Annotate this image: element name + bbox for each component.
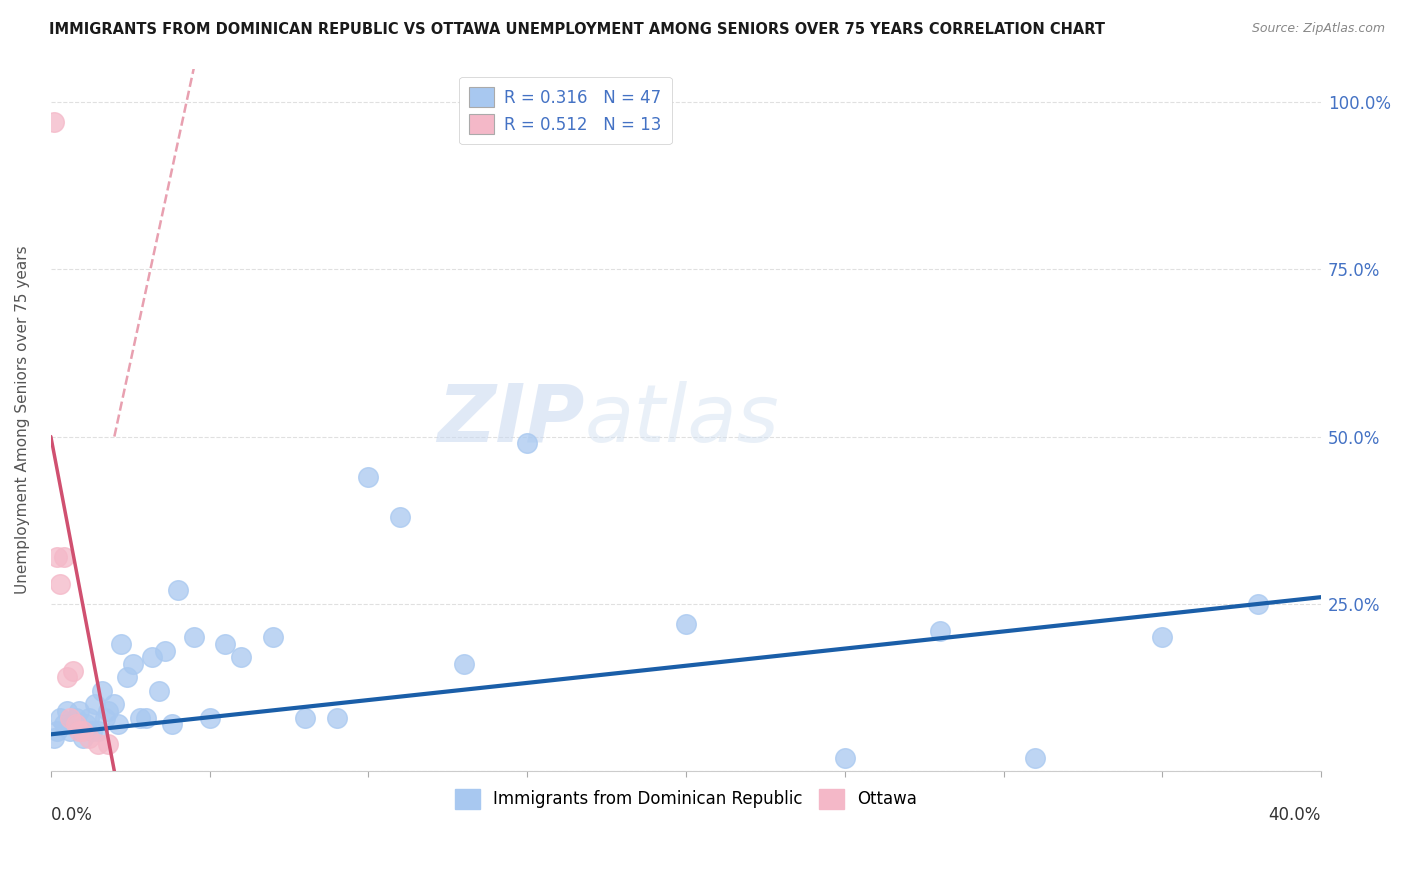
Text: IMMIGRANTS FROM DOMINICAN REPUBLIC VS OTTAWA UNEMPLOYMENT AMONG SENIORS OVER 75 : IMMIGRANTS FROM DOMINICAN REPUBLIC VS OT… xyxy=(49,22,1105,37)
Point xyxy=(82,723,104,738)
Point xyxy=(110,637,132,651)
Point xyxy=(516,436,538,450)
Point xyxy=(75,717,97,731)
Point xyxy=(77,731,100,745)
Point xyxy=(103,697,125,711)
Point xyxy=(55,670,77,684)
Point xyxy=(135,710,157,724)
Point xyxy=(929,624,952,638)
Point xyxy=(52,717,75,731)
Point xyxy=(148,683,170,698)
Point xyxy=(65,710,87,724)
Point xyxy=(107,717,129,731)
Point xyxy=(46,549,69,564)
Point xyxy=(141,650,163,665)
Point xyxy=(97,704,120,718)
Point xyxy=(294,710,316,724)
Point xyxy=(55,704,77,718)
Point xyxy=(453,657,475,671)
Point xyxy=(77,710,100,724)
Point xyxy=(160,717,183,731)
Point xyxy=(231,650,253,665)
Point xyxy=(325,710,347,724)
Point xyxy=(1246,597,1268,611)
Point xyxy=(214,637,236,651)
Point xyxy=(357,469,380,483)
Y-axis label: Unemployment Among Seniors over 75 years: Unemployment Among Seniors over 75 years xyxy=(15,245,30,594)
Point xyxy=(198,710,221,724)
Point xyxy=(122,657,145,671)
Point xyxy=(97,737,120,751)
Point xyxy=(834,751,856,765)
Point xyxy=(115,670,138,684)
Point xyxy=(84,697,107,711)
Point xyxy=(67,723,90,738)
Point xyxy=(42,115,65,129)
Text: 0.0%: 0.0% xyxy=(51,806,93,824)
Point xyxy=(87,723,110,738)
Point xyxy=(90,683,112,698)
Point xyxy=(72,723,94,738)
Point xyxy=(67,704,90,718)
Point xyxy=(42,731,65,745)
Point xyxy=(72,731,94,745)
Point xyxy=(94,710,117,724)
Point xyxy=(389,509,412,524)
Point xyxy=(183,630,205,644)
Text: ZIP: ZIP xyxy=(437,381,585,458)
Point xyxy=(49,710,72,724)
Point xyxy=(46,723,69,738)
Point xyxy=(1152,630,1174,644)
Point xyxy=(62,664,84,678)
Point xyxy=(166,583,188,598)
Point xyxy=(262,630,284,644)
Point xyxy=(59,723,82,738)
Point xyxy=(128,710,150,724)
Text: Source: ZipAtlas.com: Source: ZipAtlas.com xyxy=(1251,22,1385,36)
Point xyxy=(87,737,110,751)
Point xyxy=(62,717,84,731)
Point xyxy=(59,710,82,724)
Point xyxy=(1024,751,1046,765)
Point xyxy=(153,643,176,657)
Point xyxy=(52,549,75,564)
Point xyxy=(49,576,72,591)
Legend: Immigrants from Dominican Republic, Ottawa: Immigrants from Dominican Republic, Otta… xyxy=(449,781,924,815)
Point xyxy=(65,717,87,731)
Text: atlas: atlas xyxy=(585,381,779,458)
Text: 40.0%: 40.0% xyxy=(1268,806,1322,824)
Point xyxy=(675,616,697,631)
